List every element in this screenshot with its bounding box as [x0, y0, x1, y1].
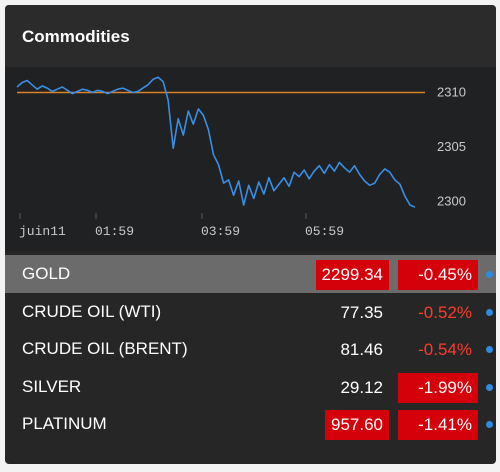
commodity-price: 957.60	[325, 410, 389, 441]
widget-title: Commodities	[22, 27, 130, 46]
price-chart-svg: 2310 2305 2300 juin11 01:59 03:59 05:59	[16, 76, 466, 239]
commodity-name: CRUDE OIL (WTI)	[22, 301, 162, 321]
commodity-price: 29.12	[340, 377, 383, 397]
commodity-name: CRUDE OIL (BRENT)	[22, 339, 188, 359]
y-tick-label: 2310	[437, 84, 466, 99]
commodity-price: 81.46	[340, 340, 383, 360]
x-tick-label: juin11	[19, 224, 66, 239]
commodity-price: 77.35	[340, 302, 383, 322]
x-tick-label: 01:59	[95, 224, 134, 239]
commodity-change: -1.99%	[398, 372, 478, 403]
commodity-change: -0.54%	[418, 340, 472, 360]
commodity-row[interactable]: PLATINUM 957.60 -1.41%	[5, 405, 496, 443]
y-tick-label: 2305	[437, 139, 466, 154]
status-dot-icon	[486, 421, 493, 429]
commodity-list: GOLD 2299.34 -0.45% CRUDE OIL (WTI) 77.35 -0.…	[5, 255, 496, 443]
status-dot-icon	[486, 308, 493, 316]
commodity-change: -1.41%	[398, 410, 478, 441]
commodity-name: GOLD	[22, 264, 71, 283]
commodities-widget: Commodities 2310 2305 2300 juin11 01:59 03:59…	[5, 5, 496, 464]
x-tick-label: 05:59	[305, 224, 344, 239]
price-chart[interactable]: 2310 2305 2300 juin11 01:59 03:59 05:59	[5, 67, 496, 251]
commodity-name: SILVER	[22, 376, 82, 396]
widget-header: Commodities	[5, 5, 496, 67]
status-dot-icon	[486, 271, 493, 278]
commodity-change: -0.52%	[418, 302, 472, 322]
commodity-row[interactable]: CRUDE OIL (WTI) 77.35 -0.52%	[5, 293, 496, 331]
x-tick-label: 03:59	[201, 224, 240, 239]
commodity-price: 2299.34	[315, 260, 389, 290]
status-dot-icon	[486, 383, 493, 391]
commodity-row[interactable]: SILVER 29.12 -1.99%	[5, 368, 496, 406]
y-tick-label: 2300	[437, 194, 466, 209]
commodity-name: PLATINUM	[22, 414, 107, 434]
price-series-line	[16, 76, 416, 208]
commodity-change: -0.45%	[398, 260, 478, 290]
commodity-row[interactable]: GOLD 2299.34 -0.45%	[5, 255, 496, 293]
commodity-row[interactable]: CRUDE OIL (BRENT) 81.46 -0.54%	[5, 330, 496, 368]
status-dot-icon	[486, 346, 493, 354]
